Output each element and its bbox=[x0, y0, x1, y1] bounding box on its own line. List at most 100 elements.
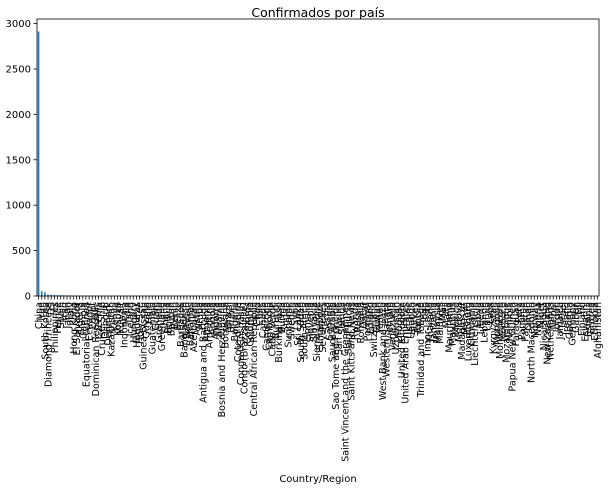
x-tick-label: Romania bbox=[356, 302, 367, 344]
x-tick-label: Liechtenstein bbox=[470, 302, 481, 366]
x-tick-label: Suriname bbox=[284, 302, 295, 348]
x-tick-label: China bbox=[34, 302, 45, 329]
x-tick-label: Vietnam bbox=[385, 302, 396, 342]
x-tick-label: New Zealand bbox=[542, 302, 553, 364]
x-tick-label: Bosnia and Herzegovina bbox=[217, 302, 228, 417]
x-tick-label: Guyana bbox=[141, 302, 152, 339]
x-tick-label: Mongolia bbox=[492, 302, 503, 345]
bar bbox=[40, 291, 43, 296]
x-tick-label: Benin bbox=[170, 302, 181, 329]
x-tick-label: Sweden bbox=[287, 302, 298, 340]
x-tick-label: Nicaragua bbox=[539, 302, 550, 350]
bar bbox=[53, 295, 56, 296]
x-axis-label: Country/Region bbox=[279, 474, 356, 485]
x-tick-label: Laos bbox=[486, 302, 497, 324]
x-tick-label: Spain bbox=[56, 302, 67, 329]
x-tick-label: Bahamas bbox=[186, 302, 197, 346]
x-tick-label: Netherlands bbox=[546, 302, 557, 360]
x-tick-label: Egypt bbox=[88, 302, 99, 330]
x-tick-label: Samoa bbox=[337, 302, 348, 335]
x-tick-label: Brazil bbox=[224, 302, 235, 329]
x-tick-label: Equatorial Guinea bbox=[81, 302, 92, 387]
x-tick-label: Congo (Brazzaville) bbox=[239, 302, 250, 394]
y-tick-label: 2000 bbox=[6, 110, 31, 121]
x-tick-label: Ghana bbox=[160, 302, 171, 333]
bar bbox=[56, 295, 59, 296]
x-tick-label: Morocco bbox=[498, 302, 509, 342]
x-tick-label: Chad bbox=[252, 302, 263, 327]
x-tick-label: Ethiopia bbox=[590, 302, 601, 341]
x-tick-label: Honduras bbox=[132, 302, 143, 348]
x-tick-label: Maldives bbox=[435, 302, 446, 344]
x-tick-label: United Kingdom bbox=[397, 302, 408, 378]
x-tick-label: Cameroon bbox=[261, 302, 272, 351]
x-tick-label: Cambodia bbox=[265, 302, 276, 350]
x-tick-label: Slovenia bbox=[306, 302, 317, 342]
x-tick-label: Malawi bbox=[460, 302, 471, 335]
x-tick-label: Azerbaijan bbox=[189, 302, 200, 352]
x-tick-label: Mexico bbox=[451, 302, 462, 335]
x-tick-label: Saint Vincent and the Grenadines bbox=[340, 302, 351, 462]
y-tick-label: 2500 bbox=[6, 64, 31, 75]
x-tick-label: El Salvador bbox=[72, 302, 83, 355]
x-tick-label: Belize bbox=[173, 302, 184, 331]
x-tick-label: Argentina bbox=[205, 302, 216, 348]
x-tick-label: San Marino bbox=[334, 302, 345, 355]
x-tick-label: Chile bbox=[255, 302, 266, 326]
x-tick-label: Lebanon bbox=[479, 302, 490, 343]
x-tick-label: Iran bbox=[37, 302, 48, 321]
x-tick-label: Sierra Leone bbox=[312, 302, 323, 362]
x-tick-label: Pakistan bbox=[520, 302, 531, 342]
x-tick-label: Thailand bbox=[426, 302, 437, 344]
x-tick-label: Hong Kong bbox=[69, 302, 80, 354]
x-tick-label: Qatar bbox=[359, 302, 370, 329]
x-tick-label: Norway bbox=[530, 302, 541, 338]
x-tick-label: Sao Tome and Principe bbox=[331, 302, 342, 410]
x-tick-label: Gabon bbox=[571, 302, 582, 333]
x-tick-label: South Korea bbox=[40, 302, 51, 360]
y-tick-label: 3000 bbox=[6, 19, 31, 30]
x-tick-label: Venezuela bbox=[388, 302, 399, 351]
x-tick-label: Niger bbox=[536, 302, 547, 328]
x-tick-label: Denmark bbox=[104, 302, 115, 346]
x-tick-label: Andorra bbox=[211, 302, 222, 340]
x-tick-label: Burma bbox=[277, 302, 288, 333]
bar bbox=[59, 295, 62, 296]
y-tick-label: 500 bbox=[12, 246, 31, 257]
x-tick-label: Czechia bbox=[94, 302, 105, 339]
x-tick-label: Turkey bbox=[410, 302, 421, 334]
x-tick-label: Syria bbox=[290, 302, 301, 326]
x-tick-label: Rwanda bbox=[350, 302, 361, 340]
x-tick-label: Poland bbox=[366, 302, 377, 334]
x-tick-label: Western Sahara bbox=[381, 302, 392, 377]
x-tick-label: Guatemala bbox=[148, 302, 159, 354]
x-tick-label: Germany bbox=[568, 302, 579, 346]
x-tick-label: Austria bbox=[192, 302, 203, 336]
x-tick-label: Saudi Arabia bbox=[328, 302, 339, 362]
x-tick-label: India bbox=[122, 302, 133, 325]
x-tick-label: Kazakhstan bbox=[107, 302, 118, 357]
x-tick-label: Albania bbox=[214, 302, 225, 337]
x-tick-label: Nigeria bbox=[533, 302, 544, 336]
x-tick-label: Luxembourg bbox=[463, 302, 474, 361]
x-tick-label: Gambia bbox=[78, 302, 89, 339]
x-tick-label: Peru bbox=[514, 302, 525, 323]
x-tick-label: Tunisia bbox=[413, 302, 424, 335]
x-tick-label: Diamond Princess bbox=[44, 302, 55, 387]
x-tick-label: Uganda bbox=[407, 302, 418, 339]
x-tick-label: Israel bbox=[558, 302, 569, 328]
bar bbox=[44, 292, 46, 296]
y-tick-label: 1000 bbox=[6, 201, 31, 212]
x-tick-label: Ireland bbox=[561, 302, 572, 335]
x-tick-label: Cruise Ship bbox=[97, 302, 108, 356]
x-tick-label: Italy bbox=[66, 302, 77, 323]
x-tick-label: West Bank and Gaza bbox=[378, 302, 389, 400]
x-tick-label: Ukraine bbox=[403, 302, 414, 339]
x-tick-label: Finland bbox=[577, 302, 588, 336]
x-tick-label: Kenya bbox=[110, 302, 121, 331]
x-tick-label: Georgia bbox=[565, 302, 576, 339]
x-tick-label: Iceland bbox=[126, 302, 137, 336]
x-tick-label: Burkina Faso bbox=[274, 302, 285, 363]
